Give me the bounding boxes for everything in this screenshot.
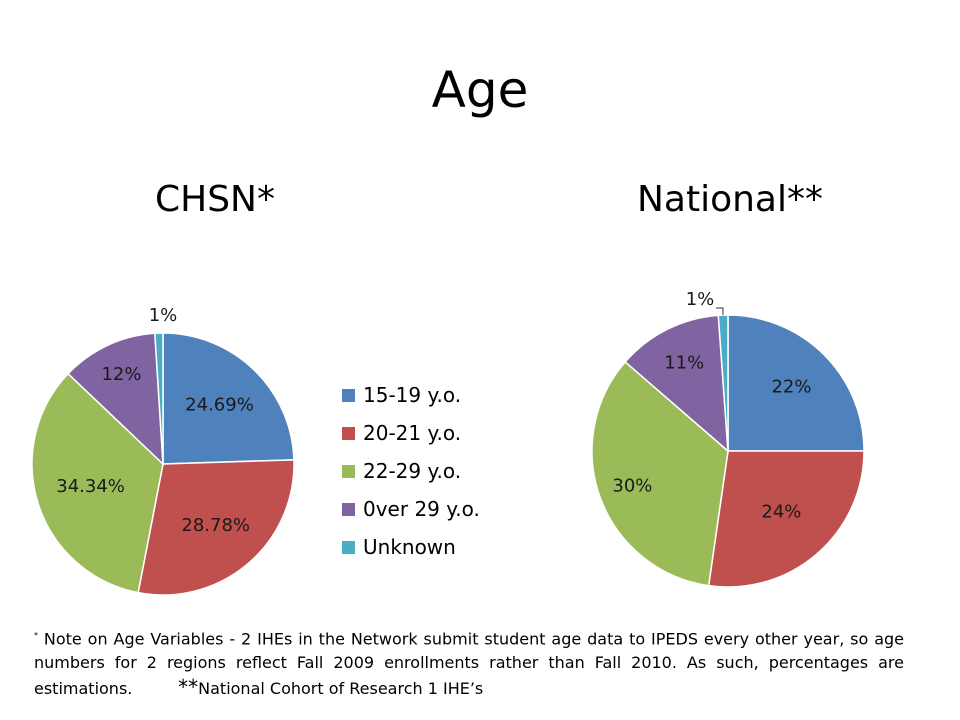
legend-swatch-22-29 bbox=[342, 464, 355, 478]
footnote-marker: * bbox=[34, 631, 38, 640]
footnote-national-text: National Cohort of Research 1 IHE’s bbox=[198, 679, 484, 699]
legend-label-over-29: 0ver 29 y.o. bbox=[363, 497, 480, 521]
legend-item-20-21: 20-21 y.o. bbox=[342, 414, 480, 452]
national-label-unknown: 1% bbox=[686, 289, 715, 310]
chsn-chart-title: CHSN* bbox=[155, 179, 275, 220]
national-slice-15-19 bbox=[727, 314, 865, 452]
legend-label-20-21: 20-21 y.o. bbox=[363, 421, 462, 445]
legend-swatch-20-21 bbox=[342, 426, 355, 440]
chsn-slice-over-29 bbox=[67, 332, 164, 466]
chsn-slice-22-29 bbox=[31, 372, 164, 594]
chsn-label-22-29: 34.34% bbox=[56, 476, 125, 497]
legend-swatch-over-29 bbox=[342, 502, 355, 516]
footnote: * Note on Age Variables - 2 IHEs in the … bbox=[34, 624, 904, 701]
chart-legend: 15-19 y.o. 20-21 y.o. 22-29 y.o. 0ver 29… bbox=[342, 376, 480, 566]
chsn-slice-20-21 bbox=[137, 459, 295, 596]
chsn-label-unknown: 1% bbox=[149, 305, 178, 326]
national-label-20-21: 24% bbox=[761, 502, 801, 523]
chsn-slice-15-19 bbox=[162, 332, 295, 465]
national-pie-chart: 22% 24% 30% 11% 1% bbox=[591, 289, 865, 588]
national-unknown-leader-line bbox=[716, 307, 724, 315]
legend-swatch-unknown bbox=[342, 540, 355, 554]
chsn-label-over-29: 12% bbox=[101, 364, 141, 385]
national-label-22-29: 30% bbox=[612, 476, 652, 497]
national-slice-over-29 bbox=[624, 314, 729, 453]
chsn-label-20-21: 28.78% bbox=[181, 515, 250, 536]
legend-label-15-19: 15-19 y.o. bbox=[363, 383, 462, 407]
legend-item-15-19: 15-19 y.o. bbox=[342, 376, 480, 414]
national-label-over-29: 11% bbox=[664, 352, 704, 373]
national-label-15-19: 22% bbox=[771, 377, 811, 398]
chsn-pie-chart: 24.69% 28.78% 34.34% 12% 1% bbox=[31, 305, 295, 596]
national-slice-20-21 bbox=[707, 450, 865, 588]
legend-label-unknown: Unknown bbox=[363, 535, 456, 559]
legend-item-22-29: 22-29 y.o. bbox=[342, 452, 480, 490]
national-slice-unknown bbox=[717, 314, 729, 452]
legend-label-22-29: 22-29 y.o. bbox=[363, 459, 462, 483]
national-slice-22-29 bbox=[591, 360, 729, 587]
footnote-text: Note on Age Variables - 2 IHEs in the Ne… bbox=[34, 629, 904, 699]
legend-swatch-15-19 bbox=[342, 388, 355, 402]
chsn-label-15-19: 24.69% bbox=[185, 395, 254, 416]
footnote-national-marker: ** bbox=[178, 675, 199, 700]
page-title: Age bbox=[431, 61, 529, 119]
legend-item-unknown: Unknown bbox=[342, 528, 480, 566]
national-chart-title: National** bbox=[636, 179, 823, 220]
legend-item-over-29: 0ver 29 y.o. bbox=[342, 490, 480, 528]
chsn-slice-unknown bbox=[154, 332, 164, 465]
